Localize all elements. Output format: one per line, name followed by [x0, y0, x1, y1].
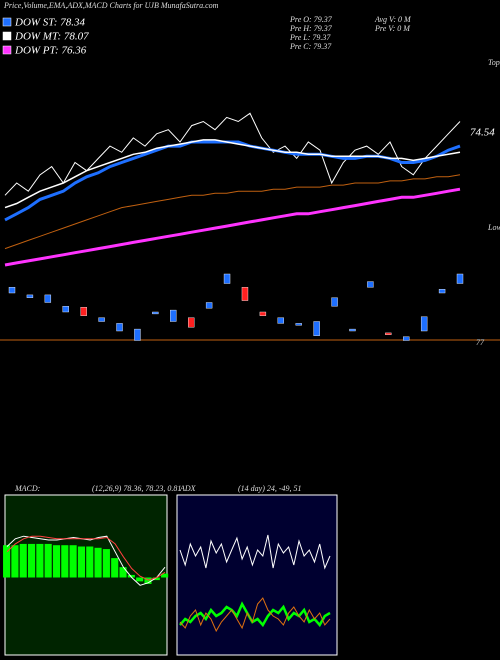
candle-body — [456, 273, 464, 284]
candle-body — [277, 317, 284, 324]
histogram-bar — [11, 545, 19, 578]
histogram-bar — [86, 546, 94, 578]
line — [6, 535, 166, 586]
candle-body — [98, 317, 105, 322]
candle-body — [313, 321, 320, 336]
info-text: Avg V: 0 M — [374, 15, 412, 24]
line — [4, 187, 461, 267]
candle-body — [62, 306, 69, 313]
histogram-bar — [161, 573, 169, 578]
info-text: Pre V: 0 M — [374, 24, 411, 33]
candle-body — [241, 287, 249, 301]
candle-body — [187, 317, 195, 328]
candle-body — [8, 287, 16, 294]
candle-body — [438, 289, 446, 294]
histogram-bar — [44, 543, 52, 578]
level-label: 77 — [476, 338, 485, 347]
histogram-bar — [69, 545, 77, 578]
info-text: Pre O: 79.37 — [289, 15, 333, 24]
line — [4, 112, 461, 196]
candle-body — [259, 311, 267, 316]
histogram-bar — [61, 545, 69, 578]
info-text: Pre H: 79.37 — [289, 24, 333, 33]
candle-body — [385, 332, 392, 335]
histogram-bar — [94, 547, 102, 578]
macd-params: (12,26,9) 78.36, 78.23, 0.81 — [92, 484, 181, 493]
candle-body — [403, 336, 410, 341]
adx-params: (14 day) 24, -49, 51 — [238, 484, 302, 493]
histogram-bar — [127, 574, 135, 578]
macd-title: MACD: — [14, 484, 41, 493]
candle-body — [80, 307, 87, 317]
candle-body — [205, 302, 213, 309]
line — [4, 139, 461, 209]
candle-body — [170, 309, 177, 322]
line — [179, 534, 331, 570]
candle-body — [367, 281, 374, 288]
info-text: Pre L: 79.37 — [289, 33, 331, 42]
candle-body — [44, 294, 52, 303]
candle-body — [223, 273, 231, 284]
legend-label: DOW PT: 76.36 — [14, 45, 87, 57]
histogram-bar — [52, 545, 61, 578]
candle-body — [331, 297, 338, 307]
histogram-bar — [102, 549, 110, 578]
histogram-bar — [77, 546, 86, 578]
histogram-bar — [27, 543, 36, 578]
line — [6, 535, 166, 581]
legend-swatch — [2, 31, 12, 41]
histogram-bar — [152, 577, 160, 581]
histogram-bar — [3, 545, 11, 578]
candle-body — [349, 328, 356, 332]
page-title: Price,Volume,EMA,ADX,MACD Charts for UJB… — [3, 1, 219, 10]
last-value-label: 74.54 — [470, 127, 495, 139]
legend-swatch — [2, 45, 12, 55]
line — [179, 601, 331, 628]
histogram-bar — [111, 558, 119, 578]
line — [179, 597, 331, 633]
info-text: Pre C: 79.37 — [289, 42, 332, 51]
candle-body — [152, 311, 159, 315]
histogram-bar — [136, 577, 144, 582]
legend-swatch — [2, 17, 12, 27]
tops-label: Tops — [488, 58, 500, 67]
line — [4, 174, 461, 250]
histogram-bar — [119, 567, 127, 578]
lows-label: Lows — [487, 223, 500, 232]
histogram-bar — [36, 543, 44, 578]
adx-title: ADX — [179, 484, 197, 493]
histogram-bar — [19, 543, 27, 578]
legend-label: DOW ST: 78.34 — [14, 17, 85, 29]
candle-body — [295, 323, 302, 326]
legend-label: DOW MT: 78.07 — [14, 31, 89, 43]
candle-body — [134, 328, 141, 341]
candle-body — [116, 323, 123, 332]
histogram-bar — [144, 577, 152, 584]
candle-body — [420, 316, 428, 332]
adx-panel — [176, 494, 338, 656]
candle-body — [26, 294, 34, 298]
